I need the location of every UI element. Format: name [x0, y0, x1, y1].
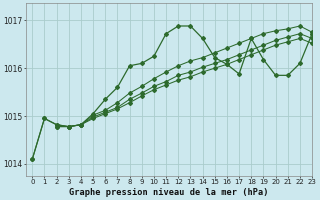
X-axis label: Graphe pression niveau de la mer (hPa): Graphe pression niveau de la mer (hPa): [69, 188, 269, 197]
